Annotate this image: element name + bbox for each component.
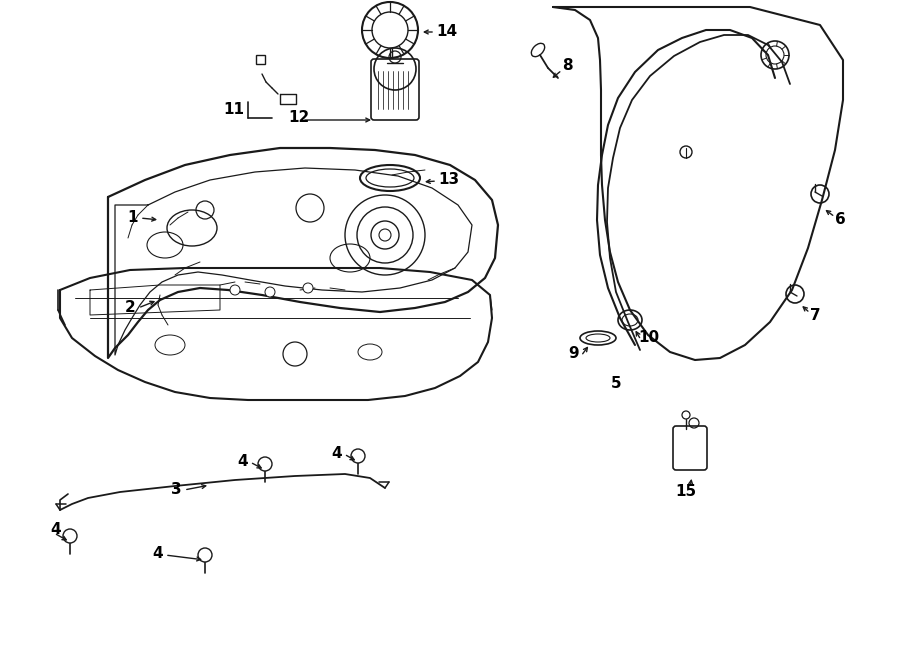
Text: 2: 2 [124, 301, 135, 315]
Text: 6: 6 [835, 212, 846, 227]
Text: 4: 4 [331, 446, 342, 461]
Text: 11: 11 [223, 102, 244, 118]
Text: 4: 4 [50, 522, 60, 537]
Circle shape [258, 457, 272, 471]
Text: 5: 5 [611, 377, 621, 391]
Text: 7: 7 [810, 309, 821, 323]
Circle shape [303, 283, 313, 293]
Text: 9: 9 [569, 346, 579, 362]
Text: 4: 4 [152, 545, 163, 561]
Text: 8: 8 [562, 59, 572, 73]
Circle shape [351, 449, 365, 463]
Circle shape [265, 287, 275, 297]
Circle shape [198, 548, 212, 562]
Text: 14: 14 [436, 24, 457, 40]
Text: 10: 10 [638, 330, 659, 346]
Text: 15: 15 [675, 485, 697, 500]
Text: 4: 4 [238, 455, 248, 469]
Circle shape [230, 285, 240, 295]
Text: 12: 12 [288, 110, 310, 126]
Text: 1: 1 [128, 210, 138, 225]
Text: 3: 3 [171, 483, 182, 498]
Circle shape [63, 529, 77, 543]
Text: 13: 13 [438, 173, 459, 188]
